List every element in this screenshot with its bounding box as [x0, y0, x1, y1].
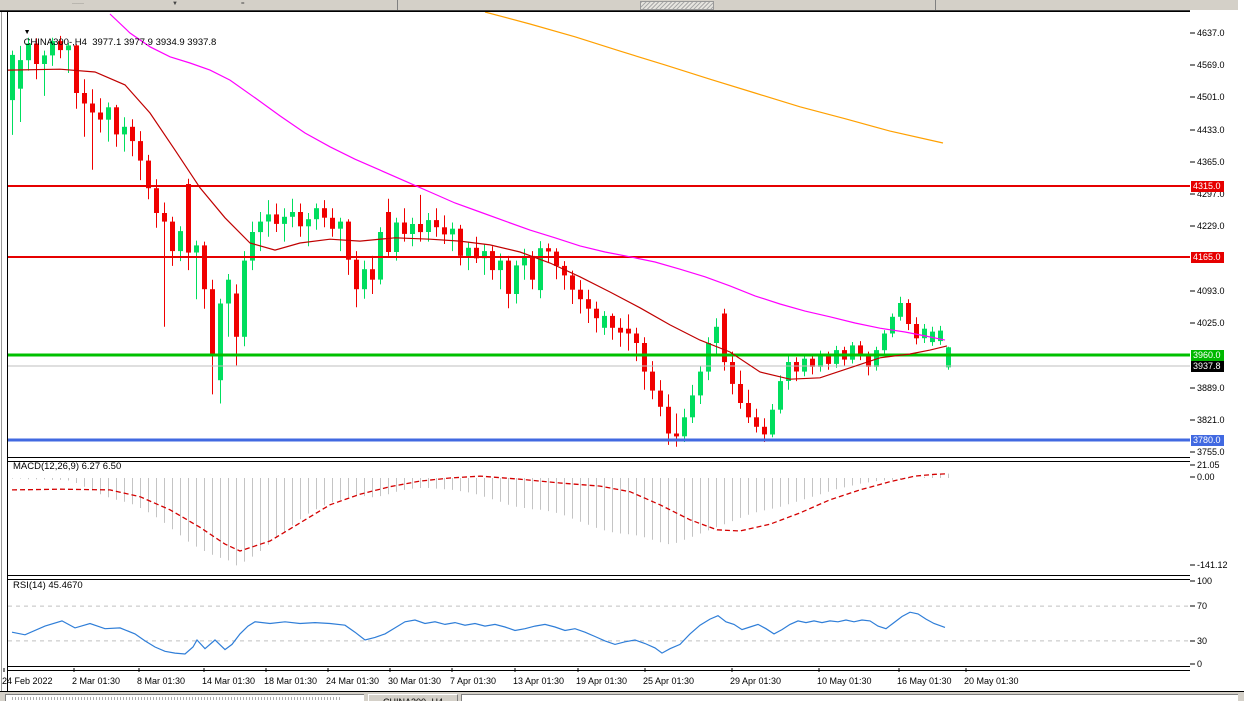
- price-axis-label: 3889.0: [1197, 383, 1225, 393]
- chart-title: ▼ CHINA300-,H4 3977.1 3977.9 3934.9 3937…: [13, 15, 217, 59]
- price-axis-label: 0.00: [1197, 472, 1215, 482]
- price-axis-badge: 3937.8: [1191, 361, 1224, 372]
- time-axis-label[interactable]: 30 Mar 01:30: [388, 676, 442, 686]
- price-axis-label: 0: [1197, 659, 1203, 669]
- toolbar-right-gap: [1238, 0, 1244, 10]
- price-axis-badge: 4315.0: [1191, 181, 1224, 192]
- toolbar-divider: [397, 0, 398, 10]
- time-axis-label[interactable]: 19 Apr 01:30: [576, 676, 628, 686]
- time-axis-label[interactable]: 13 Apr 01:30: [513, 676, 565, 686]
- toolbar-equals-icon: =: [241, 1, 245, 7]
- price-axis-label: 4365.0: [1197, 157, 1225, 167]
- price-axis-label: 4569.0: [1197, 60, 1225, 70]
- macd-rsi-separator[interactable]: [8, 575, 1198, 580]
- rsi-label: RSI(14) 45.4670: [13, 580, 83, 591]
- time-axis-label[interactable]: 20 May 01:30: [964, 676, 1019, 686]
- price-axis-badge: 3960.0: [1191, 350, 1224, 361]
- chart-tabs-left[interactable]: [5, 694, 364, 701]
- symbol-dropdown-icon[interactable]: ▼: [23, 29, 31, 36]
- plot-left-border: [7, 11, 8, 691]
- rsi-panel[interactable]: [8, 578, 1190, 666]
- chart-tab-strip[interactable]: CHINA300-,H4: [0, 691, 1244, 701]
- price-axis-label: 21.05: [1197, 460, 1220, 470]
- time-axis-label[interactable]: 14 Mar 01:30: [202, 676, 256, 686]
- time-axis-label[interactable]: 10 May 01:30: [817, 676, 872, 686]
- main-chart-panel[interactable]: [8, 12, 1190, 457]
- chart-top-border: [0, 11, 1244, 12]
- time-axis-label[interactable]: 24 Feb 2022: [2, 676, 53, 686]
- toolbar-divider: [935, 0, 936, 10]
- price-axis-label: 4501.0: [1197, 92, 1225, 102]
- price-axis-label: 4637.0: [1197, 28, 1225, 38]
- time-axis-label[interactable]: 24 Mar 01:30: [326, 676, 380, 686]
- active-chart-tab[interactable]: CHINA300-,H4: [368, 694, 458, 701]
- main-macd-separator[interactable]: [8, 457, 1198, 462]
- price-axis-label: 70: [1197, 601, 1208, 611]
- chart-tabs-right[interactable]: [461, 694, 1238, 701]
- price-axis-label: 4297.0: [1197, 189, 1225, 199]
- price-axis-badge: 4165.0: [1191, 252, 1224, 263]
- price-axis-label: 4025.0: [1197, 318, 1225, 328]
- price-axis-label: 100: [1197, 576, 1213, 586]
- price-axis-label: 4433.0: [1197, 125, 1225, 135]
- price-axis-label: 3821.0: [1197, 415, 1225, 425]
- chart-title-text: CHINA300-,H4 3977.1 3977.9 3934.9 3937.8: [23, 37, 217, 48]
- time-axis-label[interactable]: 2 Mar 01:30: [72, 676, 121, 686]
- time-axis-label[interactable]: 18 Mar 01:30: [264, 676, 318, 686]
- time-axis-label[interactable]: 25 Apr 01:30: [643, 676, 695, 686]
- time-axis-label[interactable]: 7 Apr 01:30: [450, 676, 497, 686]
- price-axis-label: 3755.0: [1197, 447, 1225, 457]
- toolbar-sliver[interactable]: ······ ▼ =: [0, 0, 1244, 11]
- price-axis-label: -141.12: [1197, 560, 1228, 570]
- price-axis-label: 4093.0: [1197, 286, 1225, 296]
- time-axis-label[interactable]: 16 May 01:30: [897, 676, 952, 686]
- price-axis-label: 30: [1197, 636, 1208, 646]
- time-axis-label[interactable]: 8 Mar 01:30: [137, 676, 186, 686]
- toolbar-dots-icon: ······: [72, 1, 84, 7]
- window-left-edge: [1, 11, 2, 701]
- time-axis-label[interactable]: 29 Apr 01:30: [730, 676, 782, 686]
- clipped-tab-labels: [12, 697, 342, 700]
- active-tab-label: CHINA300-,H4: [369, 695, 457, 701]
- price-axis-badge: 3780.0: [1191, 435, 1224, 446]
- rsi-bottom-border: [8, 666, 1198, 671]
- macd-label: MACD(12,26,9) 6.27 6.50: [13, 461, 122, 472]
- toolbar-arrow-icon: ▼: [172, 1, 178, 7]
- macd-panel[interactable]: [8, 460, 1190, 575]
- toolbar-pattern-box: [640, 1, 714, 10]
- price-axis-label: 4229.0: [1197, 221, 1225, 231]
